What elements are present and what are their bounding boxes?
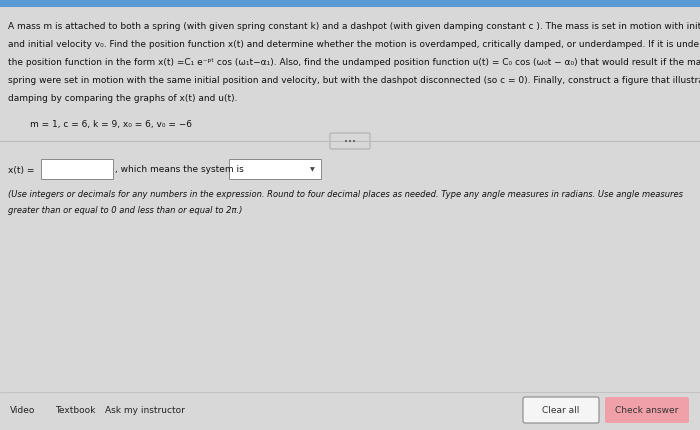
Text: (Use integers or decimals for any numbers in the expression. Round to four decim: (Use integers or decimals for any number…	[8, 190, 683, 199]
Text: Ask my instructor: Ask my instructor	[105, 405, 185, 415]
FancyBboxPatch shape	[330, 134, 370, 150]
FancyBboxPatch shape	[229, 160, 321, 180]
Text: greater than or equal to 0 and less than or equal to 2π.): greater than or equal to 0 and less than…	[8, 206, 242, 215]
Text: Video: Video	[10, 405, 36, 415]
FancyBboxPatch shape	[0, 0, 700, 8]
Text: Check answer: Check answer	[615, 405, 679, 415]
Text: and initial velocity v₀. Find the position function x(t) and determine whether t: and initial velocity v₀. Find the positi…	[8, 40, 700, 49]
Text: Textbook: Textbook	[55, 405, 95, 415]
Text: , which means the system is: , which means the system is	[115, 165, 244, 174]
Text: A mass m is attached to both a spring (with given spring constant k) and a dashp: A mass m is attached to both a spring (w…	[8, 22, 700, 31]
Text: ▼: ▼	[309, 167, 314, 172]
FancyBboxPatch shape	[41, 160, 113, 180]
Text: •••: •••	[344, 139, 356, 144]
Text: spring were set in motion with the same initial position and velocity, but with : spring were set in motion with the same …	[8, 76, 700, 85]
Text: m = 1, c = 6, k = 9, x₀ = 6, v₀ = −6: m = 1, c = 6, k = 9, x₀ = 6, v₀ = −6	[30, 120, 192, 129]
Text: x(t) =: x(t) =	[8, 165, 34, 174]
Text: damping by comparing the graphs of x(t) and u(t).: damping by comparing the graphs of x(t) …	[8, 94, 237, 103]
Text: the position function in the form x(t) =C₁ e⁻ᵖᵗ cos (ω₁t−α₁). Also, find the und: the position function in the form x(t) =…	[8, 58, 700, 67]
FancyBboxPatch shape	[605, 397, 689, 423]
Text: Clear all: Clear all	[542, 405, 580, 415]
FancyBboxPatch shape	[523, 397, 599, 423]
